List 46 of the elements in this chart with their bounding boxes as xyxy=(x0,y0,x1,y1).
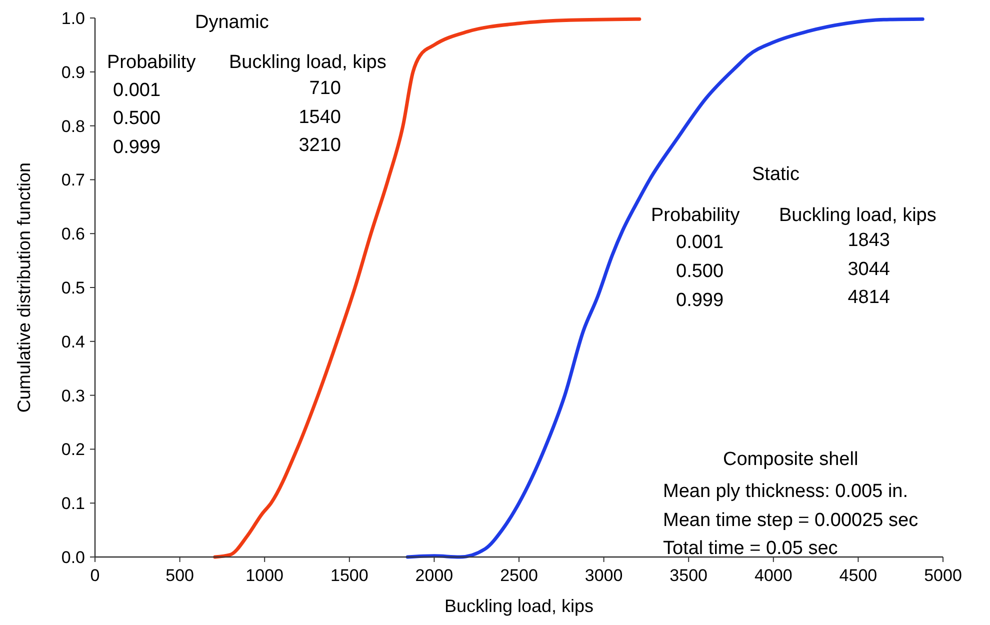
x-tick-label: 4500 xyxy=(839,566,878,585)
annotation: 0.001 xyxy=(676,232,724,253)
x-tick-label: 3000 xyxy=(584,566,623,585)
annotation: Probability xyxy=(651,205,740,226)
y-tick-label: 0.1 xyxy=(61,494,85,514)
x-tick-label: 1000 xyxy=(246,566,284,585)
annotation: Buckling load, kips xyxy=(779,205,936,226)
annotation: 1843 xyxy=(848,230,890,251)
annotation: 4814 xyxy=(848,287,890,308)
x-tick-label: 500 xyxy=(166,566,194,585)
x-tick-label: 0 xyxy=(90,566,100,585)
x-tick-label: 4000 xyxy=(754,566,792,585)
annotation: 0.001 xyxy=(113,80,161,101)
annotation: 0.999 xyxy=(113,137,161,158)
x-tick-label: 5000 xyxy=(924,566,962,585)
y-tick-label: 0.2 xyxy=(61,440,85,460)
annotation: 710 xyxy=(309,78,341,99)
annotation: Static xyxy=(752,164,800,185)
y-tick-label: 0.8 xyxy=(61,116,85,136)
x-tick-label: 1500 xyxy=(330,566,368,585)
y-tick-label: 0.4 xyxy=(61,332,85,352)
annotation: Composite shell xyxy=(723,449,858,470)
x-tick-label: 2000 xyxy=(415,566,454,585)
y-tick-label: 0.7 xyxy=(61,170,85,190)
y-tick-label: 0.6 xyxy=(61,224,85,244)
y-tick-label: 1.0 xyxy=(61,9,85,28)
y-tick-label: 0.0 xyxy=(61,548,85,567)
annotation: 0.500 xyxy=(113,108,161,129)
annotation: 1540 xyxy=(298,107,341,128)
annotation: Mean time step = 0.00025 sec xyxy=(663,510,918,531)
annotation: Buckling load, kips xyxy=(229,52,386,73)
annotation: 0.999 xyxy=(676,290,724,311)
annotation: Probability xyxy=(107,52,196,73)
x-tick-label: 2500 xyxy=(500,566,538,585)
annotation: 0.500 xyxy=(676,261,724,282)
x-axis-title: Buckling load, kips xyxy=(444,596,594,616)
annotation: Dynamic xyxy=(195,12,269,33)
y-tick-label: 0.3 xyxy=(61,386,85,406)
y-axis-title: Cumulative distribution function xyxy=(14,162,34,413)
y-tick-label: 0.9 xyxy=(61,62,85,82)
annotation: 3210 xyxy=(298,135,341,156)
annotation: Mean ply thickness: 0.005 in. xyxy=(663,481,908,502)
annotation: Total time = 0.05 sec xyxy=(663,538,838,559)
x-tick-label: 3500 xyxy=(670,566,708,585)
y-tick-label: 0.5 xyxy=(61,278,85,298)
annotation: 3044 xyxy=(848,259,890,280)
